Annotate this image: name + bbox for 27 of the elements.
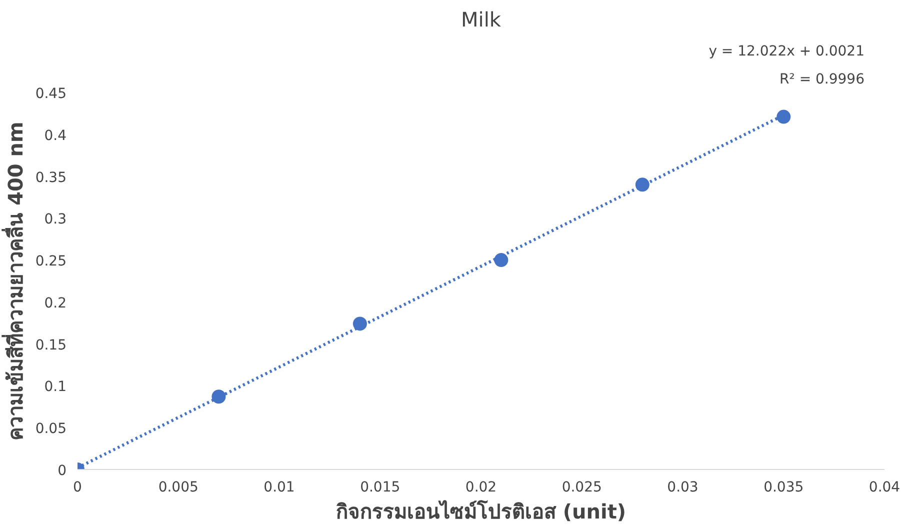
x-tick-label: 0.035 — [764, 480, 804, 496]
y-tick-label: 0 — [58, 463, 67, 479]
x-tick-label: 0.02 — [465, 480, 497, 496]
x-axis-title: กิจกรรมเอนไซม์โปรติเอส (unit) — [336, 500, 626, 524]
x-tick-label: 0.005 — [158, 480, 198, 496]
point — [494, 253, 508, 268]
y-tick-label: 0.1 — [44, 379, 66, 396]
point — [776, 110, 791, 124]
x-tick-label: 0.015 — [360, 480, 400, 496]
y-axis-title: ความเข้มสีที่ความยาวคลื่น 400 nm — [0, 122, 28, 440]
y-tick-label: 0.05 — [35, 421, 66, 438]
y-tick-label: 0.4 — [44, 128, 67, 144]
y-tick-label: 0.45 — [35, 86, 66, 102]
y-tick-label: 0.25 — [35, 254, 66, 270]
x-tick-label: 0.01 — [264, 480, 295, 496]
point — [212, 390, 226, 404]
x-tick-label: 0 — [73, 480, 82, 496]
y-tick-label: 0.15 — [35, 337, 66, 354]
chart-title: Milk — [461, 8, 502, 32]
text: R² = 0.9996 — [780, 72, 865, 88]
y-tick-label: 0.2 — [44, 295, 66, 312]
text: y = 12.022x + 0.0021 — [708, 44, 865, 60]
x-tick-label: 0.04 — [868, 480, 900, 496]
x-tick-label: 0.03 — [667, 480, 698, 496]
x-tick-label: 0.025 — [562, 480, 602, 496]
y-tick-label: 0.3 — [44, 212, 66, 228]
y-tick-label: 0.35 — [35, 170, 66, 186]
